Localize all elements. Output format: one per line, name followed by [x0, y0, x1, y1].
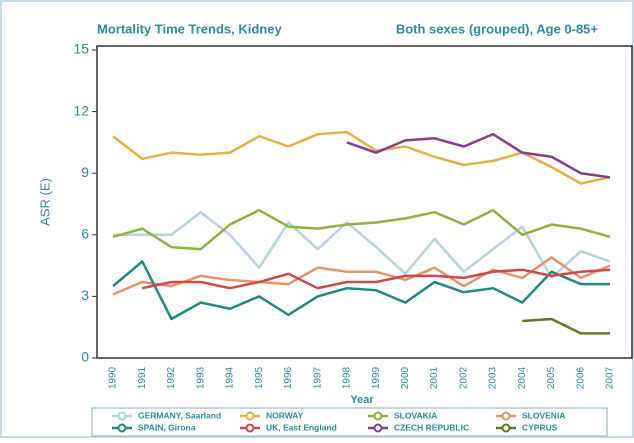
legend-marker: [501, 411, 511, 421]
legend-label: SLOVAKIA: [394, 410, 437, 420]
x-tick-label: 2002: [458, 366, 469, 389]
series-line: [112, 260, 610, 321]
x-tick-label: 2004: [517, 366, 528, 389]
series-line: [112, 208, 611, 251]
chart-subtitle: Both sexes (grouped), Age 0-85+: [396, 21, 599, 36]
legend-marker: [245, 411, 255, 421]
legend-label: CYPRUS: [522, 422, 558, 432]
y-tick-label: 6: [81, 226, 89, 242]
chart-title: Mortality Time Trends, Kidney: [97, 21, 282, 36]
series-line: [112, 256, 611, 296]
legend-label: CZECH REPUBLIC: [394, 422, 469, 432]
x-tick-label: 1998: [342, 366, 353, 389]
series-line: [522, 317, 610, 335]
legend-marker: [117, 423, 127, 433]
series-line: [141, 268, 611, 290]
legend: [91, 407, 608, 437]
x-tick-label: 1994: [225, 366, 236, 389]
x-tick-label: 2000: [400, 366, 411, 389]
x-tick-label: 2001: [429, 366, 440, 389]
x-tick-label: 1997: [312, 366, 323, 389]
legend-marker: [373, 423, 383, 433]
y-tick-label: 12: [73, 102, 89, 118]
y-tick-label: 3: [81, 287, 89, 303]
x-tick-label: 1991: [137, 366, 148, 389]
legend-marker: [501, 423, 511, 433]
legend-label: NORWAY: [266, 410, 304, 420]
y-axis-label: ASR (E): [37, 178, 52, 226]
legend-marker: [245, 423, 255, 433]
series-line: [113, 210, 611, 280]
legend-marker: [117, 411, 127, 421]
x-tick-label: 2007: [605, 366, 616, 389]
x-tick-label: 2003: [488, 366, 499, 389]
plot-area: [96, 45, 633, 359]
x-tick-label: 1992: [166, 366, 177, 389]
series-line: [112, 130, 611, 185]
legend-label: SPAIN, Girona: [138, 422, 196, 432]
series-line: [346, 132, 611, 179]
legend-label: GERMANY, Saarland: [138, 410, 221, 420]
x-tick-label: 2006: [575, 366, 586, 389]
legend-label: SLOVENIA: [522, 410, 565, 420]
x-tick-label: 1999: [371, 366, 382, 389]
legend-label: UK, East England: [266, 422, 337, 432]
x-tick-label: 2005: [546, 366, 557, 389]
x-tick-label: 1990: [108, 366, 119, 389]
legend-marker: [373, 411, 383, 421]
x-tick-label: 1996: [283, 366, 294, 389]
y-tick-label: 9: [81, 164, 89, 180]
x-tick-label: 1995: [254, 366, 265, 389]
x-tick-label: 1993: [195, 366, 206, 389]
y-tick-label: 0: [81, 349, 89, 365]
y-tick-label: 15: [73, 41, 89, 57]
x-axis-label: Year: [350, 394, 374, 406]
